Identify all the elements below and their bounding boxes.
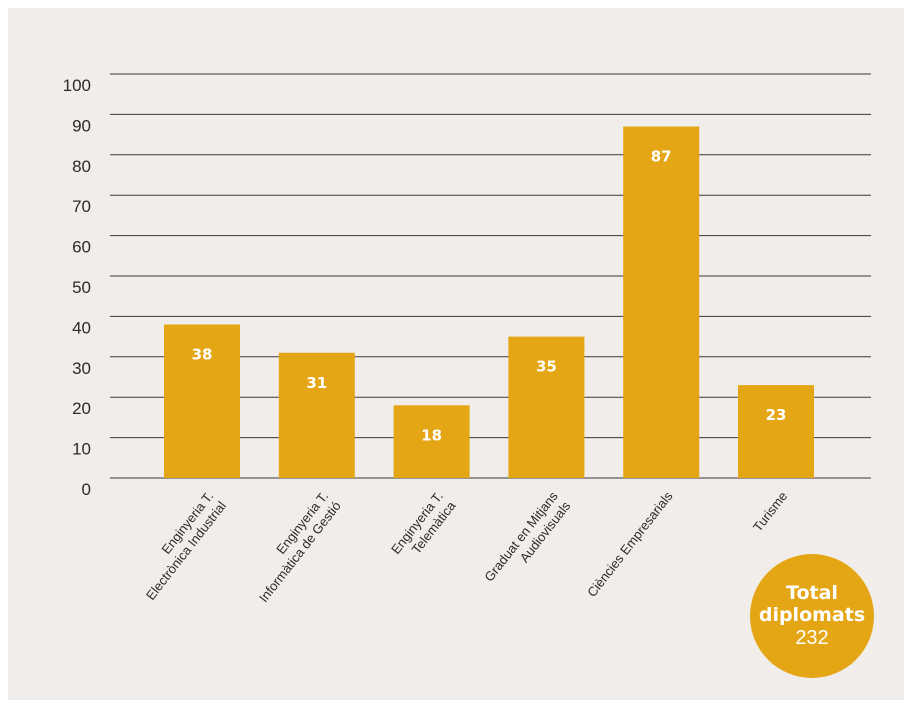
data-label: 35 <box>536 358 557 376</box>
x-tick-label: Enginyeria T.Telemàtica <box>388 489 459 557</box>
bar <box>623 126 700 479</box>
y-tick-label: 30 <box>72 359 91 378</box>
bar <box>278 352 355 478</box>
x-tick-label: Turisme <box>750 489 790 535</box>
y-tick-label: 80 <box>72 157 91 176</box>
y-tick-label: 50 <box>72 278 91 297</box>
total-badge: Total diplomats 232 <box>750 554 874 678</box>
x-axis-labels: Enginyeria T.Electrònica Industrial Engin… <box>143 488 791 605</box>
y-tick-label: 60 <box>72 238 91 257</box>
x-tick-label: Enginyeria T.Electrònica Industrial <box>143 489 229 603</box>
y-tick-label: 10 <box>72 440 91 459</box>
data-label: 38 <box>192 345 213 363</box>
y-axis-ticks: 0 10 20 30 40 50 60 70 80 90 100 <box>63 76 91 499</box>
bars <box>164 126 814 479</box>
total-title-line1: Total <box>786 582 838 604</box>
data-label: 23 <box>766 406 787 424</box>
y-tick-label: 70 <box>72 197 91 216</box>
data-labels: 38 31 18 35 87 23 <box>192 148 787 445</box>
data-label: 87 <box>651 148 672 166</box>
x-tick-label: Ciències Empresarials <box>584 488 676 600</box>
x-tick-label-line: Ciències Empresarials <box>584 488 676 600</box>
bar <box>393 405 470 478</box>
x-tick-label: Enginyeria T.Informàtica de Gestió <box>256 489 344 605</box>
y-tick-label: 90 <box>72 116 91 135</box>
total-title-line2: diplomats <box>758 604 866 626</box>
data-label: 31 <box>306 374 327 392</box>
bar <box>738 385 814 478</box>
bar <box>164 324 240 478</box>
data-label: 18 <box>421 426 442 444</box>
y-tick-label: 100 <box>63 76 91 95</box>
y-tick-label: 20 <box>72 399 91 418</box>
x-tick-label-line: Turisme <box>750 489 790 535</box>
bar <box>508 336 585 478</box>
chart-panel <box>8 8 904 700</box>
y-tick-label: 0 <box>82 480 91 499</box>
total-value: 232 <box>795 627 829 649</box>
y-tick-label: 40 <box>72 318 91 337</box>
